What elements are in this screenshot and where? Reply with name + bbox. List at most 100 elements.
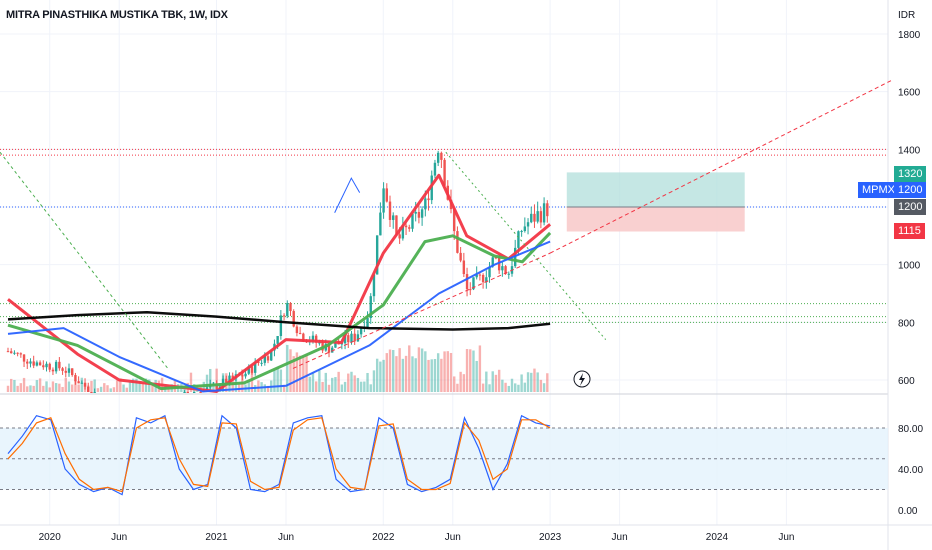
volume-bar bbox=[151, 382, 154, 392]
time-tick-label: Jun bbox=[278, 532, 294, 543]
candle-body bbox=[536, 211, 539, 222]
volume-bar bbox=[514, 383, 517, 392]
candle-body bbox=[401, 225, 405, 239]
candle-body bbox=[327, 343, 331, 353]
position-zones bbox=[566, 172, 745, 232]
volume-bar bbox=[103, 383, 106, 392]
candle-body bbox=[472, 277, 475, 290]
volume-bar bbox=[446, 351, 449, 392]
candle-body bbox=[183, 392, 186, 393]
volume-bar bbox=[29, 385, 32, 392]
volume-bar bbox=[141, 383, 145, 392]
volume-bar bbox=[507, 385, 510, 392]
time-tick-label: 2022 bbox=[372, 532, 395, 543]
candle-body bbox=[372, 274, 376, 297]
uptrend-line-extension bbox=[549, 79, 893, 254]
candle-body bbox=[440, 152, 443, 160]
volume-bar bbox=[430, 359, 433, 392]
volume-bar bbox=[273, 370, 276, 392]
candle-body bbox=[369, 296, 372, 318]
time-tick-label: Jun bbox=[445, 532, 461, 543]
candle-body bbox=[71, 368, 74, 376]
candle-body bbox=[22, 354, 26, 362]
volume-bar bbox=[135, 378, 138, 392]
volume-bar bbox=[440, 358, 443, 392]
volume-bar bbox=[392, 350, 395, 392]
candle-body bbox=[58, 361, 61, 369]
volume-bar bbox=[427, 359, 430, 392]
volume-bar bbox=[6, 385, 10, 392]
candle-body bbox=[481, 274, 485, 283]
candle-body bbox=[546, 203, 549, 217]
candle-body bbox=[375, 235, 379, 275]
candle-body bbox=[318, 342, 321, 344]
candle-body bbox=[29, 361, 32, 364]
volume-bar bbox=[67, 381, 71, 392]
volume-bar bbox=[533, 368, 536, 392]
volume-bar bbox=[359, 381, 363, 392]
candle-body bbox=[276, 336, 279, 344]
volume-bar bbox=[183, 386, 186, 392]
candle-body bbox=[87, 386, 90, 392]
volume-bar bbox=[465, 349, 469, 392]
volume-bar bbox=[231, 378, 234, 392]
volume-bar bbox=[456, 383, 459, 392]
downtrend-line bbox=[0, 151, 169, 369]
volume-bar bbox=[350, 371, 353, 392]
candle-body bbox=[414, 211, 417, 214]
volume-bar bbox=[311, 372, 315, 392]
volume-bar bbox=[343, 381, 347, 392]
candle-body bbox=[231, 375, 234, 379]
volume-bar bbox=[16, 385, 19, 392]
volume-bar bbox=[382, 359, 385, 392]
volume-bar bbox=[539, 379, 543, 392]
volume-bar bbox=[530, 372, 533, 392]
volume-bar bbox=[379, 361, 382, 392]
volume-bar bbox=[48, 387, 51, 392]
volume-bar bbox=[453, 376, 456, 392]
candle-body bbox=[295, 326, 299, 334]
volume-bar bbox=[119, 378, 122, 392]
volume-bar bbox=[356, 377, 360, 392]
last-price-badge: 1200 bbox=[894, 199, 927, 215]
candle-body bbox=[420, 209, 424, 218]
volume-bar bbox=[542, 383, 546, 392]
moving-averages bbox=[7, 173, 552, 393]
candle-body bbox=[260, 362, 263, 364]
volume-bar bbox=[42, 385, 45, 392]
volume-bar bbox=[279, 369, 283, 392]
candle-body bbox=[539, 211, 543, 223]
moving-average-line bbox=[7, 173, 552, 393]
volume-bar bbox=[408, 345, 411, 392]
candle-body bbox=[10, 351, 13, 354]
volume-bar bbox=[536, 372, 539, 392]
volume-bar bbox=[321, 381, 324, 392]
candle-body bbox=[302, 333, 305, 342]
volume-bar bbox=[475, 360, 478, 392]
candle-body bbox=[488, 266, 491, 278]
volume-bar bbox=[337, 371, 340, 392]
volume-bar bbox=[26, 386, 29, 392]
candle-body bbox=[411, 213, 414, 229]
volume-bar bbox=[305, 354, 308, 392]
candle-body bbox=[453, 209, 456, 232]
stoch-line bbox=[7, 417, 551, 493]
volume-bar bbox=[340, 384, 344, 392]
volume-bar bbox=[93, 379, 96, 392]
candle-body bbox=[32, 361, 35, 366]
candle-body bbox=[67, 368, 71, 373]
candle-body bbox=[398, 234, 401, 239]
volume-bar bbox=[517, 384, 520, 392]
chart-title: MITRA PINASTHIKA MUSTIKA TBK, 1W, IDX bbox=[6, 9, 228, 21]
volume-bar bbox=[395, 356, 398, 392]
candle-body bbox=[19, 353, 23, 355]
price-tick-label: 800 bbox=[898, 318, 915, 329]
candle-body bbox=[289, 303, 292, 312]
candle-body bbox=[80, 382, 84, 384]
volume-bar bbox=[478, 345, 482, 392]
candle-body bbox=[436, 152, 440, 163]
volume-bar bbox=[353, 375, 356, 392]
candle-body bbox=[282, 315, 286, 317]
candle-body bbox=[392, 215, 395, 220]
